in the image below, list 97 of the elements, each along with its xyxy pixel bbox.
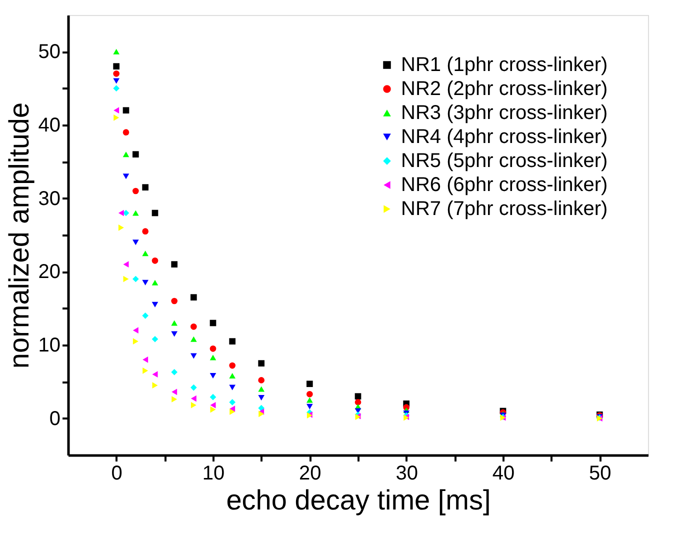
x-tick-label: 20 <box>299 462 322 484</box>
x-axis-title: echo decay time [ms] <box>226 484 491 516</box>
point <box>113 78 120 84</box>
point <box>114 114 120 121</box>
y-tick-label: 10 <box>38 334 60 356</box>
point <box>306 404 313 410</box>
point <box>122 129 130 136</box>
point <box>210 354 216 360</box>
point <box>190 324 197 330</box>
point <box>210 402 216 408</box>
point <box>113 85 120 92</box>
point <box>152 371 158 378</box>
point <box>190 384 197 391</box>
point <box>142 228 148 234</box>
point <box>190 294 197 300</box>
point <box>132 240 139 246</box>
y-tick-label: 30 <box>38 188 60 210</box>
point <box>306 390 313 398</box>
legend-label: NR6 (6phr cross-linker) <box>401 174 608 196</box>
x-tick-label: 50 <box>589 462 612 484</box>
point <box>258 410 264 418</box>
point <box>142 280 148 286</box>
point <box>306 397 313 403</box>
point <box>230 406 236 412</box>
legend-label: NR4 (4phr cross-linker) <box>401 126 608 148</box>
point <box>190 402 196 408</box>
point <box>113 70 120 77</box>
point <box>113 63 120 70</box>
point <box>152 210 158 216</box>
point <box>258 377 264 384</box>
legend-label: NR5 (5phr cross-linker) <box>401 150 608 172</box>
point <box>122 107 130 114</box>
x-tick-label: 40 <box>492 462 515 484</box>
point <box>229 373 236 379</box>
point <box>258 386 264 392</box>
point <box>118 224 124 231</box>
point <box>172 396 178 402</box>
point <box>190 336 197 342</box>
point <box>114 107 120 114</box>
point <box>354 399 362 406</box>
point <box>142 356 148 363</box>
y-tick-label: 50 <box>38 41 60 64</box>
point <box>171 298 178 304</box>
point <box>122 152 130 158</box>
y-tick-label: 20 <box>38 261 60 284</box>
point <box>132 188 139 194</box>
point <box>118 210 124 216</box>
point <box>171 368 178 376</box>
point <box>306 380 313 388</box>
point <box>152 258 158 264</box>
point <box>172 388 178 396</box>
point <box>132 327 138 334</box>
point <box>210 373 216 379</box>
point <box>171 261 178 268</box>
point <box>229 362 236 369</box>
point <box>171 331 178 337</box>
legend-label: NR3 (3phr cross-linker) <box>401 102 608 124</box>
point <box>132 338 138 344</box>
point <box>210 406 216 413</box>
point <box>354 393 362 400</box>
point <box>258 395 264 401</box>
legend-label: NR2 (2phr cross-linker) <box>401 78 608 100</box>
point <box>210 394 216 400</box>
legend-label: NR7 (7phr cross-linker) <box>401 198 608 220</box>
y-tick-label: 0 <box>49 408 60 430</box>
point <box>152 302 158 308</box>
point <box>152 280 158 286</box>
point <box>142 250 148 256</box>
point <box>152 336 158 342</box>
point <box>229 338 236 344</box>
point <box>142 368 148 374</box>
y-axis-title: normalized amplitude <box>3 102 34 369</box>
x-tick-label: 0 <box>111 462 122 484</box>
point <box>123 261 129 268</box>
point <box>190 353 197 359</box>
point <box>122 174 130 180</box>
point <box>132 210 139 216</box>
point <box>229 384 236 390</box>
point <box>190 395 196 402</box>
point <box>229 399 236 406</box>
point <box>113 48 120 54</box>
point <box>122 210 130 216</box>
point <box>258 360 264 366</box>
point <box>152 382 158 388</box>
point <box>210 320 216 326</box>
point <box>210 346 216 352</box>
point <box>132 276 139 282</box>
y-tick-label: 40 <box>38 114 60 136</box>
point <box>230 408 236 415</box>
point <box>142 184 148 190</box>
point <box>123 276 129 282</box>
x-tick-label: 30 <box>396 462 418 484</box>
x-tick-label: 10 <box>202 462 225 484</box>
point <box>171 320 178 326</box>
point <box>132 151 139 158</box>
point <box>142 312 148 319</box>
legend-label: NR1 (1phr cross-linker) <box>401 54 608 76</box>
